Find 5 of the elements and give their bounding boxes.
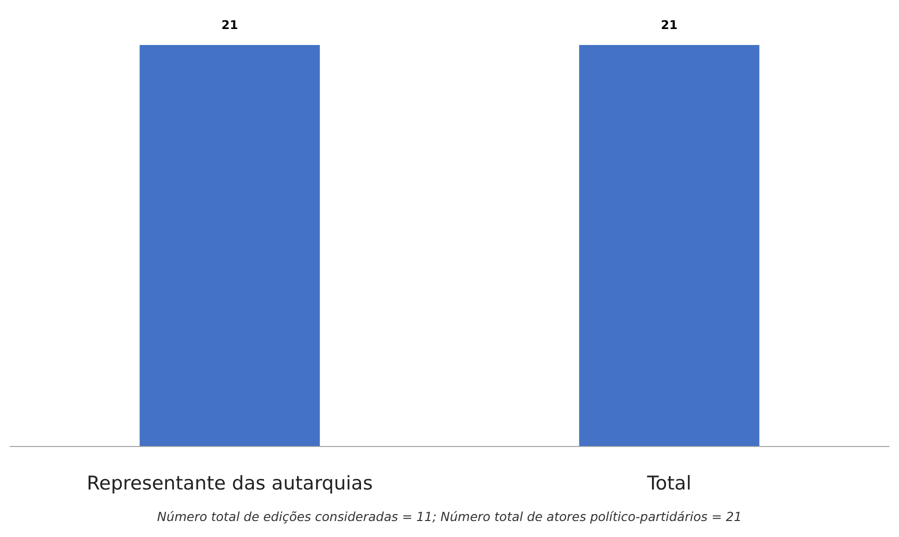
x-tick-label: Representante das autarquias bbox=[86, 472, 373, 494]
data-label: 21 bbox=[221, 18, 238, 32]
x-tick-label: Total bbox=[646, 472, 692, 494]
data-label: 21 bbox=[660, 18, 678, 32]
text: Número total de edições consideradas = 11; Número total de atores político-partidários = 21 bbox=[157, 509, 742, 524]
